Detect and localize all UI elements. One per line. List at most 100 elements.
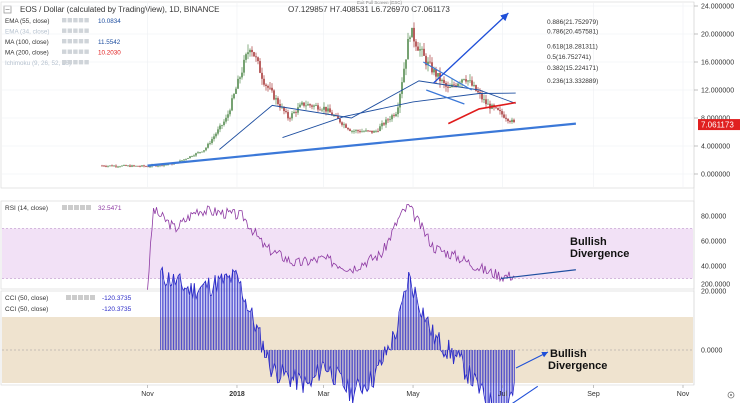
ma100-line: [282, 92, 516, 139]
cci-annotation-line2: Divergence: [548, 360, 607, 372]
candle-body: [359, 131, 361, 133]
rsi-settings-icon[interactable]: [62, 205, 91, 210]
candle-body: [497, 107, 499, 110]
candle-body: [225, 117, 227, 122]
candle-body: [107, 165, 109, 167]
candle-body: [243, 59, 245, 73]
candle-body: [239, 77, 241, 79]
candle-body: [147, 166, 149, 168]
candle-body: [347, 127, 349, 130]
candle-body: [367, 130, 369, 132]
candle-body: [149, 166, 151, 168]
candle-body: [397, 107, 399, 115]
candle-body: [315, 105, 317, 107]
cci-label-2: CCI (50, close): [5, 306, 48, 313]
candle-body: [127, 165, 129, 167]
candle-body: [265, 84, 267, 86]
candle-body: [463, 79, 465, 80]
candle-body: [259, 61, 261, 73]
fib-label: 0.236(13.332889): [547, 78, 598, 85]
candle-body: [215, 133, 217, 137]
candle-body: [217, 129, 219, 134]
candle-body: [407, 39, 409, 60]
candle-body: [411, 27, 413, 38]
candle-body: [287, 112, 289, 119]
candle-body: [443, 79, 445, 83]
candle-body: [435, 69, 437, 77]
candle-body: [213, 136, 215, 140]
cci-label-1: CCI (50, close): [5, 295, 48, 302]
candle-body: [383, 123, 385, 125]
candle-body: [261, 72, 263, 79]
candle-body: [405, 59, 407, 69]
legend-label: EMA (55, close): [5, 18, 49, 25]
candle-body: [381, 123, 383, 127]
candle-body: [115, 165, 117, 167]
exit-fullscreen-button[interactable]: Exit Full Screen (ESC): [357, 0, 403, 5]
legend-settings-icon: [73, 49, 78, 54]
candle-body: [131, 165, 133, 167]
candle-body: [197, 152, 199, 154]
candle-body: [413, 27, 415, 42]
price-tick-label: 4.000000: [701, 144, 730, 151]
candle-body: [277, 98, 279, 105]
rsi-divergence-line: [501, 269, 576, 280]
cci-axis-labels: 200.00000.0000-200.0000: [701, 282, 730, 355]
candle-body: [133, 165, 135, 167]
candle-body: [457, 83, 459, 87]
legend-settings-icon: [73, 39, 78, 44]
price-tick-label: 24.000000: [701, 4, 734, 11]
candle-body: [487, 103, 489, 105]
candle-body: [141, 165, 143, 167]
candle-body: [109, 165, 111, 167]
candle-body: [245, 54, 247, 60]
cci-bars: [160, 267, 515, 403]
candle-body: [467, 80, 469, 82]
candle-body: [375, 130, 377, 132]
candle-body: [249, 49, 251, 53]
legend-settings-icon: [62, 18, 67, 23]
legend-settings-icon: [84, 49, 89, 54]
candle-body: [391, 115, 393, 120]
candle-body: [363, 131, 365, 133]
fib-label: 0.886(21.752979): [547, 19, 598, 26]
candle-body: [247, 52, 249, 55]
axis-settings-icon[interactable]: [727, 391, 735, 399]
cci-settings-icon[interactable]: [66, 295, 95, 300]
candle-body: [331, 112, 333, 116]
candle-body: [449, 87, 451, 88]
candle-body: [505, 117, 507, 119]
candle-body: [453, 84, 455, 86]
legend-label: MA (100, close): [5, 39, 49, 46]
candle-body: [119, 166, 121, 168]
candle-body: [441, 79, 443, 82]
price-tick-label: 12.000000: [701, 88, 734, 95]
legend-settings-icon: [78, 18, 84, 23]
candle-body: [509, 121, 511, 122]
candle-body: [299, 104, 301, 108]
candle-body: [165, 164, 167, 166]
candle-body: [507, 118, 509, 122]
candle-body: [157, 165, 159, 167]
candle-body: [227, 114, 229, 118]
candle-body: [433, 69, 435, 73]
candle-body: [371, 130, 373, 133]
legend-settings-icon: [62, 60, 67, 65]
candle-body: [395, 114, 397, 116]
candle-body: [181, 160, 183, 162]
candle-body: [343, 124, 345, 126]
candle-body: [139, 166, 141, 168]
candle-body: [199, 152, 201, 153]
candle-body: [409, 37, 411, 40]
legend-settings-icon: [67, 18, 72, 23]
candle-body: [385, 119, 387, 125]
legend-settings-icon: [73, 60, 78, 65]
candle-body: [201, 151, 203, 153]
candle-body: [499, 109, 501, 112]
candle-body: [145, 166, 147, 168]
candle-body: [219, 125, 221, 130]
time-tick-label: Mar: [318, 391, 331, 398]
candle-body: [269, 87, 271, 89]
candle-body: [205, 147, 207, 151]
